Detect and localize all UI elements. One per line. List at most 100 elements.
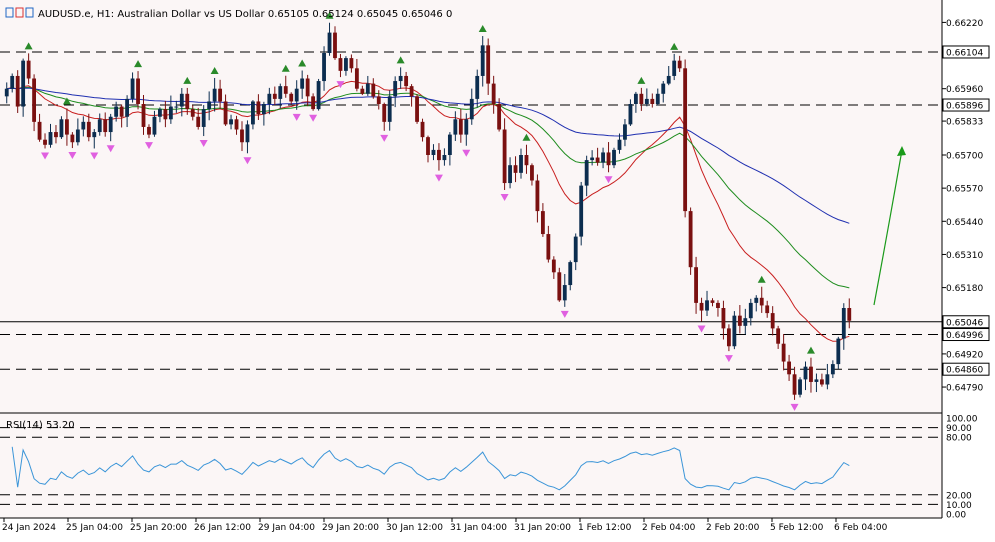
candle[interactable] <box>825 363 830 390</box>
candle[interactable] <box>612 147 616 169</box>
candle[interactable] <box>469 88 474 125</box>
candle[interactable] <box>748 298 753 326</box>
candle[interactable] <box>530 163 534 186</box>
candle[interactable] <box>737 304 742 334</box>
candle[interactable] <box>628 99 633 126</box>
candle[interactable] <box>316 78 321 111</box>
candle[interactable] <box>639 87 644 111</box>
candle[interactable] <box>294 80 299 110</box>
candle[interactable] <box>792 366 797 400</box>
candle[interactable] <box>601 147 605 169</box>
candle[interactable] <box>289 92 294 105</box>
candle[interactable] <box>655 88 660 106</box>
candle[interactable] <box>349 54 354 73</box>
candle[interactable] <box>152 110 157 137</box>
candle[interactable] <box>163 100 168 128</box>
candle[interactable] <box>694 256 698 314</box>
candle[interactable] <box>798 377 802 398</box>
candle[interactable] <box>814 373 819 393</box>
candle[interactable] <box>81 116 86 137</box>
candle[interactable] <box>584 155 589 197</box>
candle[interactable] <box>721 300 726 340</box>
candle[interactable] <box>344 56 348 76</box>
candle[interactable] <box>185 87 190 115</box>
candle[interactable] <box>699 297 704 322</box>
candle[interactable] <box>103 112 108 137</box>
candle[interactable] <box>387 90 392 131</box>
candle[interactable] <box>497 98 502 132</box>
candle[interactable] <box>92 129 97 149</box>
candle[interactable] <box>644 88 649 107</box>
candle[interactable] <box>4 82 9 104</box>
candle[interactable] <box>10 73 15 93</box>
candle[interactable] <box>447 132 452 166</box>
candle[interactable] <box>196 107 201 130</box>
candle[interactable] <box>480 36 485 87</box>
candle[interactable] <box>754 295 759 312</box>
candle[interactable] <box>158 107 162 123</box>
candle[interactable] <box>557 267 562 302</box>
candle[interactable] <box>234 115 239 135</box>
candle[interactable] <box>617 133 622 154</box>
candle[interactable] <box>426 135 430 163</box>
candle[interactable] <box>716 300 720 317</box>
candle[interactable] <box>278 83 283 109</box>
candle[interactable] <box>661 81 666 103</box>
candle[interactable] <box>765 300 770 318</box>
candle[interactable] <box>393 76 398 108</box>
candle[interactable] <box>48 123 53 148</box>
candle[interactable] <box>726 324 731 352</box>
candle[interactable] <box>108 113 113 142</box>
candle[interactable] <box>431 144 436 161</box>
candle[interactable] <box>535 174 540 223</box>
candle[interactable] <box>272 86 277 105</box>
candle[interactable] <box>508 157 512 189</box>
candle[interactable] <box>579 181 584 246</box>
candle[interactable] <box>743 308 748 335</box>
candle[interactable] <box>710 298 715 307</box>
candle[interactable] <box>830 360 835 379</box>
candle[interactable] <box>201 105 206 137</box>
price-plot-area[interactable] <box>0 0 942 413</box>
candle[interactable] <box>212 77 217 112</box>
candle[interactable] <box>141 94 146 135</box>
candle[interactable] <box>551 256 556 279</box>
candle[interactable] <box>623 119 627 147</box>
candle[interactable] <box>251 100 255 130</box>
candle[interactable] <box>841 303 846 350</box>
candle[interactable] <box>37 113 42 142</box>
candle[interactable] <box>218 79 223 110</box>
candle[interactable] <box>404 71 409 92</box>
candle[interactable] <box>179 88 184 117</box>
candle[interactable] <box>573 233 578 271</box>
candle[interactable] <box>683 59 688 218</box>
bar-chart-icon[interactable] <box>5 7 14 18</box>
rsi-plot-area[interactable] <box>0 413 942 518</box>
candle[interactable] <box>54 125 58 144</box>
candle[interactable] <box>75 118 80 146</box>
candle[interactable] <box>136 71 140 110</box>
candle[interactable] <box>256 94 261 120</box>
candle[interactable] <box>207 91 212 121</box>
candle[interactable] <box>283 75 288 98</box>
candle[interactable] <box>59 116 64 139</box>
candle[interactable] <box>267 87 272 115</box>
candle[interactable] <box>86 113 91 142</box>
candle[interactable] <box>540 203 545 237</box>
candle[interactable] <box>633 91 638 113</box>
candle[interactable] <box>371 78 376 99</box>
candle[interactable] <box>836 336 841 369</box>
candle[interactable] <box>70 132 75 149</box>
candle[interactable] <box>453 111 458 141</box>
candle[interactable] <box>333 26 337 60</box>
candle[interactable] <box>119 104 124 128</box>
candle[interactable] <box>26 53 31 84</box>
candle[interactable] <box>606 142 611 173</box>
candle[interactable] <box>174 100 179 113</box>
candle[interactable] <box>819 373 824 387</box>
candle[interactable] <box>245 120 250 154</box>
candle[interactable] <box>513 156 518 183</box>
candle[interactable] <box>519 148 523 179</box>
line-chart-icon[interactable] <box>25 7 34 18</box>
candle[interactable] <box>300 70 305 99</box>
